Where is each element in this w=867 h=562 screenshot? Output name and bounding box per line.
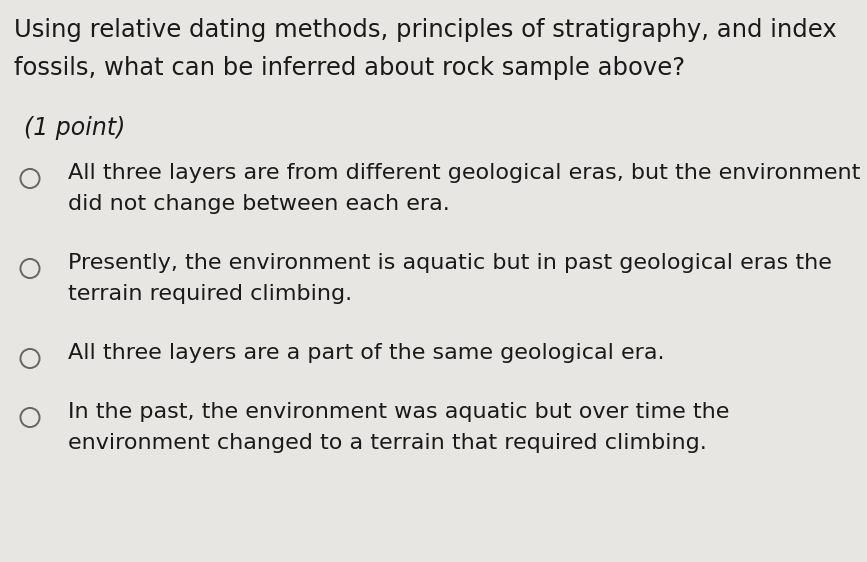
Text: (1 point): (1 point) [24, 116, 126, 140]
Text: did not change between each era.: did not change between each era. [68, 194, 450, 214]
Text: Presently, the environment is aquatic but in past geological eras the: Presently, the environment is aquatic bu… [68, 253, 831, 273]
Text: Using relative dating methods, principles of stratigraphy, and index: Using relative dating methods, principle… [14, 18, 837, 42]
Text: All three layers are from different geological eras, but the environment: All three layers are from different geol… [68, 163, 860, 183]
Text: terrain required climbing.: terrain required climbing. [68, 284, 352, 304]
Text: environment changed to a terrain that required climbing.: environment changed to a terrain that re… [68, 433, 707, 453]
Text: fossils, what can be inferred about rock sample above?: fossils, what can be inferred about rock… [14, 56, 685, 80]
Text: In the past, the environment was aquatic but over time the: In the past, the environment was aquatic… [68, 402, 729, 422]
Text: All three layers are a part of the same geological era.: All three layers are a part of the same … [68, 343, 664, 363]
